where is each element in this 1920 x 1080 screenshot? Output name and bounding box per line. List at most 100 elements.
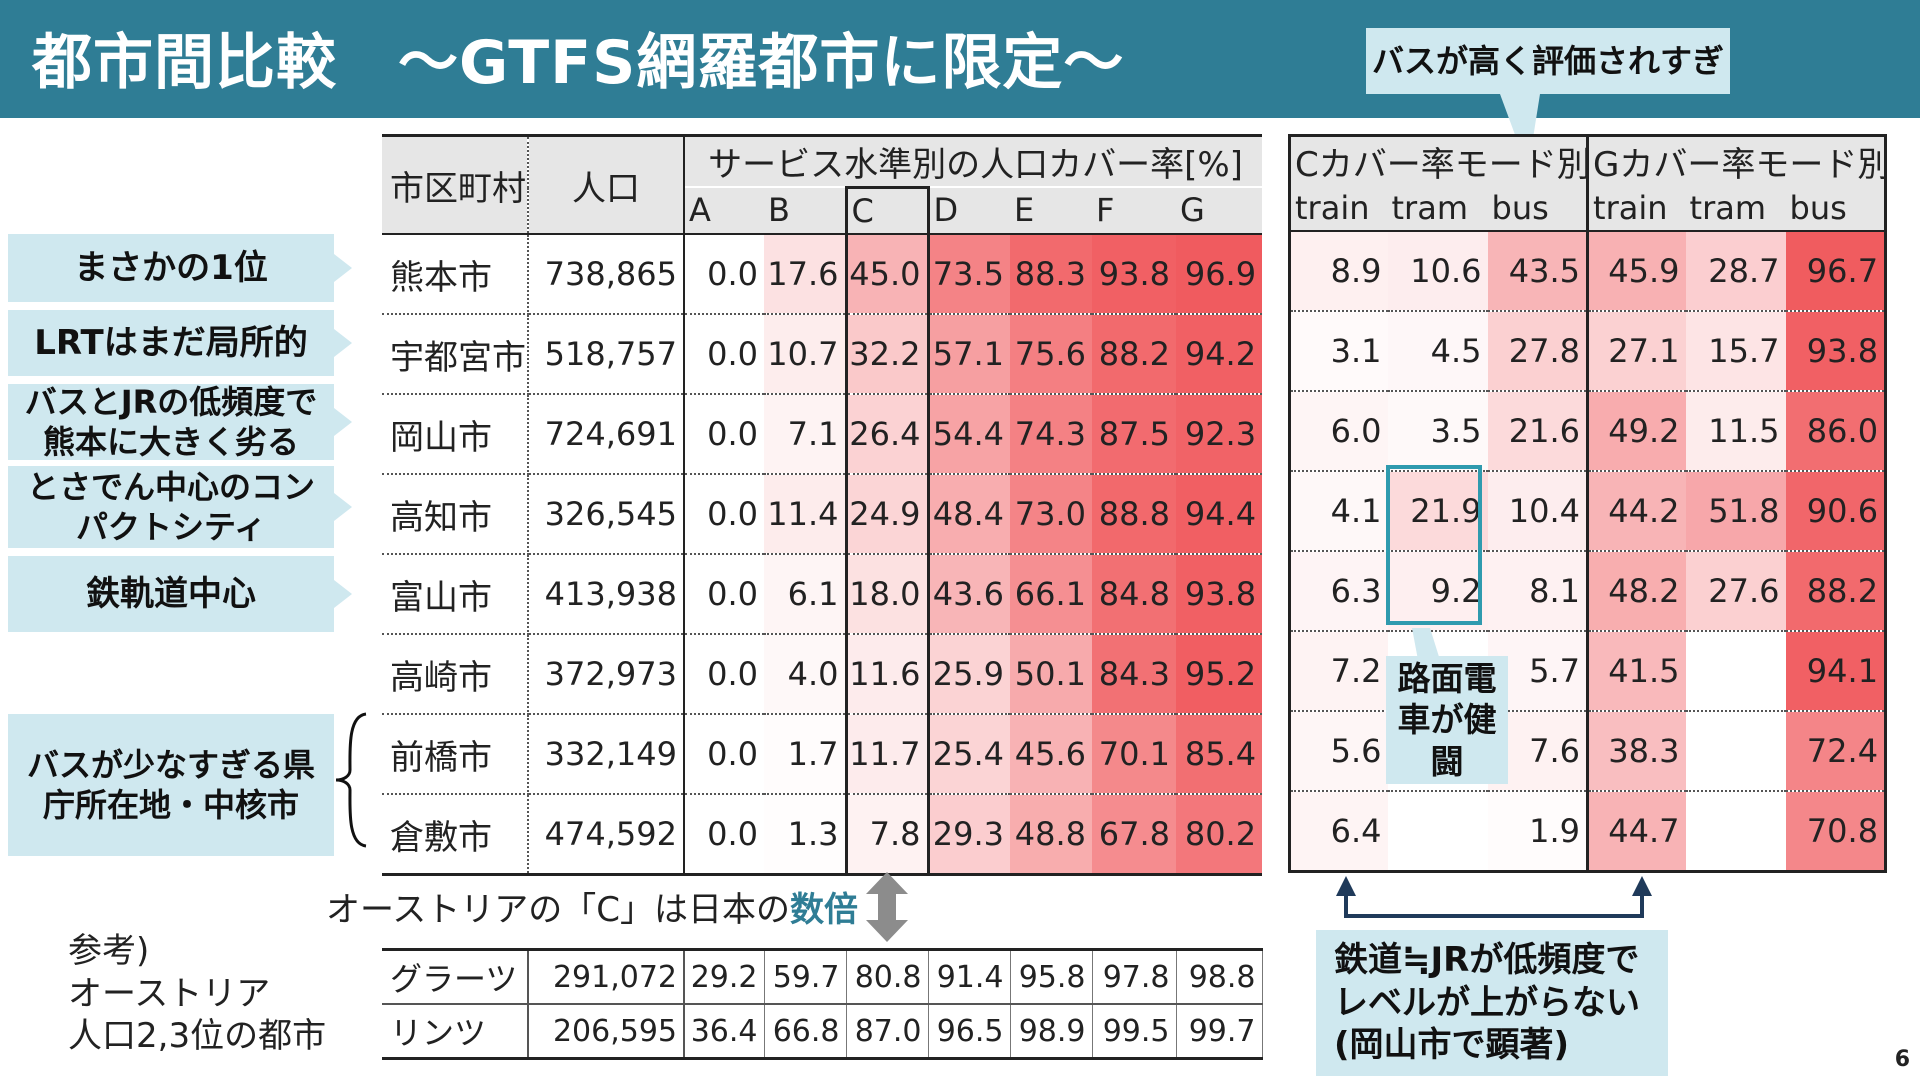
g-bus-cell: 86.0 — [1785, 391, 1886, 472]
coverage-cell-e: 73.0 — [1010, 474, 1092, 555]
coverage-cell-c: 32.2 — [844, 314, 930, 395]
callout-tram: 路面電車が健闘 — [1386, 656, 1508, 784]
side-label-pointer — [334, 580, 352, 608]
coverage-cell-b: 7.1 — [764, 394, 846, 475]
side-label: バスが少なすぎる県庁所在地・中核市 — [8, 714, 334, 856]
coverage-cell-b: 11.4 — [764, 474, 846, 555]
coverage-cell-g: 94.2 — [1176, 314, 1263, 395]
g-bus-cell: 70.8 — [1785, 791, 1886, 873]
coverage-cell-d: 25.4 — [928, 714, 1010, 795]
coverage-cell-b: 1.7 — [764, 714, 846, 795]
c-bus-cell: 10.4 — [1487, 471, 1590, 552]
side-label-text: まさかの1位 — [74, 247, 268, 288]
g-tram-cell — [1685, 791, 1786, 873]
population: 206,595 — [528, 1004, 685, 1059]
coverage-cell-e: 66.1 — [1010, 554, 1092, 635]
g-tram-cell: 51.8 — [1685, 471, 1786, 552]
coverage-cell-e: 48.8 — [1010, 794, 1092, 876]
coverage-cell-d: 91.4 — [928, 949, 1011, 1004]
coverage-cell-g: 93.8 — [1176, 554, 1263, 635]
c-train-cell: 3.1 — [1289, 311, 1388, 392]
coverage-cell-f: 93.8 — [1092, 234, 1176, 315]
table-row: 6.4 1.9 44.7 70.8 — [1289, 791, 1886, 873]
coverage-cell-c: 26.4 — [844, 394, 930, 475]
austria-note-text: オーストリアの「C」は日本の — [326, 890, 791, 930]
reference-label-line2: オーストリア — [68, 973, 271, 1014]
coverage-cell-c: 45.0 — [844, 234, 930, 315]
g-tram-cell — [1685, 631, 1786, 712]
coverage-cell-b: 10.7 — [764, 314, 846, 395]
city-name: グラーツ — [382, 949, 529, 1004]
header-c-mode: Cカバー率モード別 — [1289, 135, 1590, 186]
side-label: バスとJRの低頻度で熊本に大きく劣る — [8, 383, 334, 461]
coverage-cell-g: 92.3 — [1176, 394, 1263, 475]
coverage-cell-f: 87.5 — [1092, 394, 1176, 475]
table-row: 高崎市 372,973 0.0 4.0 11.6 25.9 50.1 84.3 95.2 — [382, 634, 1263, 715]
coverage-cell-e: 50.1 — [1010, 634, 1092, 715]
table-row: 宇都宮市 518,757 0.0 10.7 32.2 57.1 75.6 88.2 94.2 — [382, 314, 1263, 395]
header-coverage-group: サービス水準別の人口カバー率[%] — [684, 135, 1263, 188]
coverage-cell-b: 17.6 — [764, 234, 846, 315]
c-tram-cell: 3.5 — [1387, 391, 1488, 472]
g-train-cell: 38.3 — [1587, 711, 1686, 792]
g-tram-cell: 11.5 — [1685, 391, 1786, 472]
slide-title: 都市間比較 ～GTFS網羅都市に限定～ — [32, 28, 1125, 98]
coverage-cell-g: 96.9 — [1176, 234, 1263, 315]
header-g-train: train — [1587, 186, 1686, 232]
table-row: 6.3 9.2 8.1 48.2 27.6 88.2 — [1289, 551, 1886, 632]
coverage-cell-d: 73.5 — [928, 234, 1010, 315]
coverage-cell-a: 0.0 — [684, 474, 764, 555]
city-name: 岡山市 — [382, 394, 529, 475]
header-level-a: A — [684, 187, 764, 235]
c-train-cell: 7.2 — [1289, 631, 1388, 712]
population: 326,545 — [528, 474, 685, 555]
coverage-cell-b: 1.3 — [764, 794, 846, 876]
header-level-g: G — [1176, 187, 1263, 235]
city-name: 富山市 — [382, 554, 529, 635]
brace-icon — [335, 712, 367, 848]
coverage-cell-g: 95.2 — [1176, 634, 1263, 715]
table-row: 6.0 3.5 21.6 49.2 11.5 86.0 — [1289, 391, 1886, 472]
g-bus-cell: 96.7 — [1785, 231, 1886, 312]
side-label-pointer — [334, 408, 352, 436]
callout-tram-text: 路面電車が健闘 — [1397, 659, 1497, 781]
coverage-cell-f: 67.8 — [1092, 794, 1176, 876]
reference-label-line3: 人口2,3位の都市 — [68, 1016, 327, 1056]
side-label-text: とさでん中心のコンパクトシティ — [26, 468, 315, 546]
c-bus-cell: 1.9 — [1487, 791, 1590, 873]
callout-rail-low: 鉄道≒JRが低頻度でレベルが上がらない(岡山市で顕著) — [1316, 930, 1668, 1076]
coverage-cell-e: 88.3 — [1010, 234, 1092, 315]
double-arrow-icon — [866, 872, 908, 942]
population: 724,691 — [528, 394, 685, 475]
coverage-cell-e: 75.6 — [1010, 314, 1092, 395]
coverage-cell-g: 99.7 — [1176, 1004, 1263, 1059]
c-train-cell: 6.3 — [1289, 551, 1388, 632]
header-level-d: D — [928, 187, 1010, 235]
coverage-cell-d: 29.3 — [928, 794, 1010, 876]
table-row: 3.1 4.5 27.8 27.1 15.7 93.8 — [1289, 311, 1886, 392]
g-bus-cell: 88.2 — [1785, 551, 1886, 632]
g-bus-cell: 90.6 — [1785, 471, 1886, 552]
c-bus-cell: 21.6 — [1487, 391, 1590, 472]
coverage-cell-c: 80.8 — [846, 949, 929, 1004]
callout-rail-low-text: 鉄道≒JRが低頻度でレベルが上がらない(岡山市で顕著) — [1334, 940, 1640, 1066]
header-c-bus: bus — [1487, 186, 1590, 232]
coverage-cell-e: 74.3 — [1010, 394, 1092, 475]
table-row: 8.9 10.6 43.5 45.9 28.7 96.7 — [1289, 231, 1886, 312]
coverage-cell-f: 84.3 — [1092, 634, 1176, 715]
side-label: LRTはまだ局所的 — [8, 310, 334, 376]
side-label-text: LRTはまだ局所的 — [34, 322, 308, 363]
city-name: 高知市 — [382, 474, 529, 555]
population: 474,592 — [528, 794, 685, 876]
side-label: まさかの1位 — [8, 234, 334, 302]
coverage-cell-a: 29.2 — [684, 949, 765, 1004]
c-tram-cell: 4.5 — [1387, 311, 1488, 392]
coverage-cell-a: 0.0 — [684, 714, 764, 795]
population: 518,757 — [528, 314, 685, 395]
coverage-cell-g: 85.4 — [1176, 714, 1263, 795]
coverage-cell-a: 0.0 — [684, 554, 764, 635]
tram-highlight-box — [1386, 465, 1482, 625]
coverage-cell-b: 59.7 — [764, 949, 847, 1004]
g-tram-cell — [1685, 711, 1786, 792]
